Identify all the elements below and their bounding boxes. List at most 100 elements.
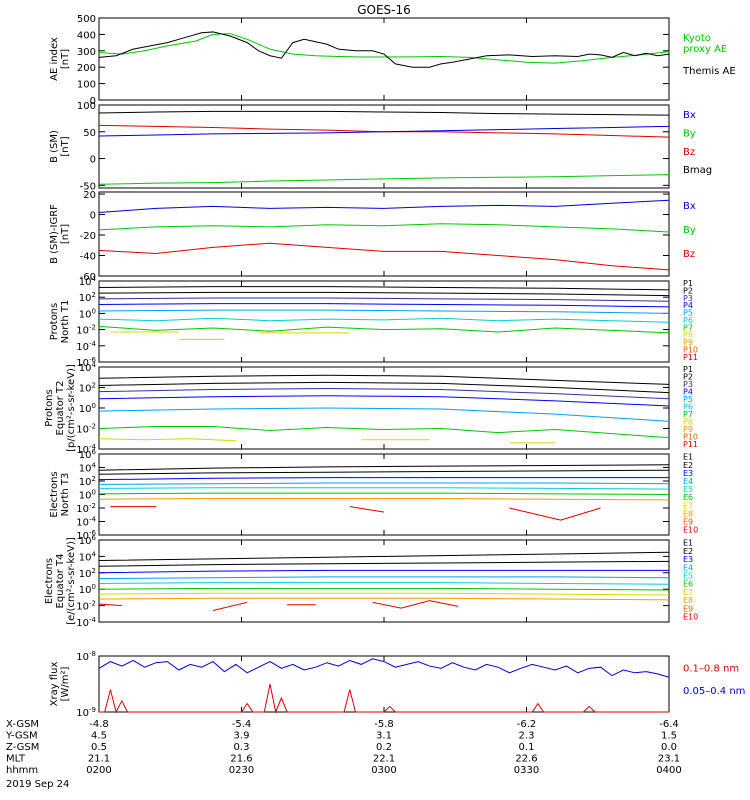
- series-line: [98, 576, 670, 580]
- y-tick-label: 100: [79, 307, 96, 320]
- y-tick-label: 106: [79, 534, 97, 547]
- legend-entry: E3: [683, 469, 693, 478]
- y-axis-label: ProtonsEquator T2[p/(cm²-s-sr-keV)]: [44, 364, 77, 452]
- legend-entry: P7: [683, 323, 693, 332]
- y-tick-label: 100: [77, 80, 96, 91]
- x-axis-row-value: -6.2: [517, 719, 537, 730]
- y-axis-label-line: Protons: [49, 303, 60, 340]
- legend-entry: P6: [683, 316, 693, 325]
- legend-entry: E10: [683, 613, 698, 622]
- panel-xray: 10-9 10-8 Xray flux[W/m²] 0.1–0.8 nm 0.05–0.…: [49, 650, 745, 719]
- panel-frame: [98, 104, 670, 189]
- y-tick-exponent: 4: [92, 462, 97, 470]
- x-axis-row-value: 0.2: [376, 742, 392, 753]
- y-tick-label: 50: [83, 128, 96, 139]
- legend-entry-line: P6: [683, 402, 693, 411]
- series-line: [98, 587, 670, 591]
- y-tick-exponent: -6: [89, 356, 97, 364]
- legend-entry-line: E4: [683, 563, 693, 572]
- legend-entry-line: P6: [683, 316, 693, 325]
- y-tick-exponent: -8: [89, 650, 96, 658]
- series-line: [98, 317, 670, 323]
- y-tick-exponent: 4: [92, 361, 97, 369]
- legend-entry-line: Bz: [683, 147, 695, 158]
- chart-title: GOES-16: [357, 3, 411, 17]
- y-tick-exponent: -2: [89, 502, 96, 510]
- y-tick-label: 10-2: [76, 423, 96, 436]
- legend-entry-line: By: [683, 225, 696, 236]
- x-axis-row-value: 3.9: [234, 731, 250, 742]
- legend-entry: E1: [683, 453, 693, 462]
- y-tick-exponent: 2: [92, 291, 96, 299]
- series-line: [98, 551, 670, 561]
- legend-entry-line: P2: [683, 373, 693, 382]
- legend-entry: P5: [683, 395, 693, 404]
- y-tick-exponent: -2: [89, 600, 96, 608]
- series-line: [98, 438, 236, 442]
- legend-entry-line: P3: [683, 380, 693, 389]
- y-tick-exponent: 0: [92, 307, 96, 315]
- legend-entry: E6: [683, 580, 693, 589]
- series-line: [98, 297, 670, 302]
- legend-entry-line: E10: [683, 613, 698, 622]
- legend-entry: E9: [683, 517, 693, 526]
- legend-entry-line: P10: [683, 345, 698, 354]
- x-axis-row-value: 0300: [371, 765, 396, 776]
- legend-entry-line: E7: [683, 588, 693, 597]
- legend-entry-line: E2: [683, 461, 693, 470]
- legend-entry-line: P7: [683, 410, 693, 419]
- legend-entry-line: E10: [683, 526, 698, 535]
- x-axis-row-value: 0230: [229, 765, 254, 776]
- series-line: [98, 325, 670, 334]
- series-line: [98, 242, 670, 271]
- legend-entry-line: E1: [683, 539, 693, 548]
- series-line: [98, 425, 670, 439]
- legend-entry-line: P4: [683, 388, 693, 397]
- legend-entry-line: E6: [683, 493, 693, 502]
- y-tick-label: 104: [79, 550, 97, 563]
- y-tick-label: -60: [80, 272, 96, 283]
- series-line: [349, 506, 385, 513]
- y-axis-label-line: Equator T4: [55, 554, 66, 609]
- legend-entry-line: E8: [683, 596, 693, 605]
- legend-entry: E2: [683, 547, 693, 556]
- series-line: [98, 174, 670, 185]
- y-axis-label-line: [nT]: [60, 136, 71, 156]
- series-line: [98, 592, 670, 596]
- legend-entry: E7: [683, 588, 693, 597]
- legend-entry-line: E5: [683, 485, 693, 494]
- x-axis-row-value: 3.1: [376, 731, 392, 742]
- legend-entry-line: E9: [683, 517, 693, 526]
- series-line: [98, 560, 670, 567]
- legend-entry: P8: [683, 331, 693, 340]
- y-tick-exponent: -4: [89, 443, 97, 451]
- x-axis-row-value: 0330: [514, 765, 539, 776]
- y-tick-label: 10-4: [76, 616, 96, 629]
- legend-entry: P1: [683, 365, 693, 374]
- x-axis-row-value: -4.8: [89, 719, 109, 730]
- y-tick-exponent: 6: [92, 448, 97, 456]
- x-axis-row-value: 22.6: [515, 754, 537, 765]
- legend-entry: E8: [683, 509, 693, 518]
- y-axis-label-line: B (SM)-IGRF: [49, 204, 60, 264]
- series-line: [98, 223, 670, 233]
- x-axis-row-label: Y-GSM: [5, 731, 38, 742]
- series-line: [98, 388, 670, 400]
- y-tick-exponent: 2: [92, 567, 96, 575]
- y-tick-label: 500: [77, 14, 96, 25]
- y-tick-exponent: 6: [92, 534, 97, 542]
- y-tick-exponent: 0: [92, 489, 96, 497]
- legend-entry-line: E7: [683, 501, 693, 510]
- legend-entry: E4: [683, 477, 693, 486]
- y-tick-exponent: -4: [89, 616, 97, 624]
- legend-entry: P3: [683, 380, 693, 389]
- y-axis-label: ProtonsNorth T1: [49, 300, 71, 344]
- x-axis-row-value: 0.1: [519, 742, 535, 753]
- legend-entry-line: P11: [683, 440, 698, 449]
- legend-entry: P8: [683, 417, 693, 426]
- legend-entry: P11: [683, 353, 698, 362]
- x-axis-row-value: 0400: [656, 765, 681, 776]
- x-axis-row-value: 0.3: [234, 742, 250, 753]
